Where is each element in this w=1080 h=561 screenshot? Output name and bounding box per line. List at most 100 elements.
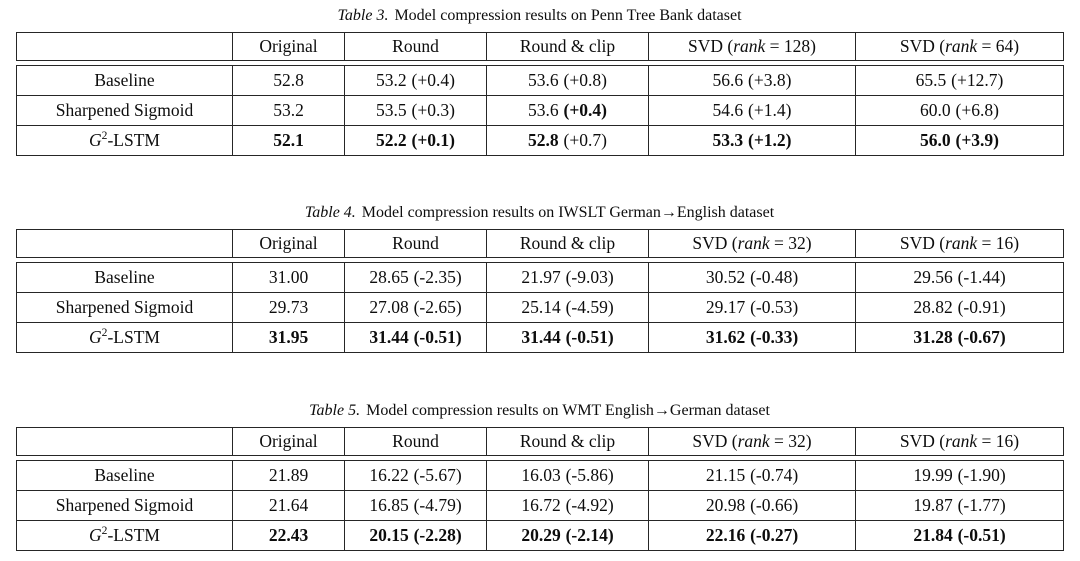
col-header-original: Original	[232, 229, 345, 258]
col-header-svd-16: SVD (rank = 16)	[855, 427, 1064, 456]
table-5-section: Table 5. Model compression results on WMT…	[16, 401, 1064, 551]
g2-suffix: -LSTM	[107, 327, 160, 347]
col-header-round-clip: Round & clip	[486, 427, 649, 456]
cell-value: 20.15	[369, 525, 409, 545]
cell-value: 20.29	[521, 525, 561, 545]
g2-superscript: 2	[101, 327, 108, 340]
cell-delta: (-0.74)	[750, 465, 799, 485]
cell-value: 31.44	[521, 327, 561, 347]
cell-value: 21.89	[268, 465, 309, 485]
cell-value: 21.15	[705, 465, 746, 485]
svd-suffix: = 128)	[765, 36, 816, 56]
table-cell: 53.5 (+0.3)	[344, 95, 487, 126]
cell-delta: (+0.4)	[411, 70, 455, 90]
table-cell: 52.1	[232, 125, 345, 156]
table-4-caption: Table 4. Model compression results on IWS…	[16, 203, 1063, 223]
col-header-round: Round	[344, 229, 487, 258]
table-5: Original Round Round & clip SVD (rank = …	[16, 427, 1064, 551]
svd-suffix: = 64)	[977, 36, 1020, 56]
table-cell: 20.29 (-2.14)	[486, 520, 649, 551]
cell-delta: (-4.79)	[413, 495, 462, 515]
col-header-svd-64: SVD (rank = 64)	[855, 32, 1064, 61]
table-cell: 21.84 (-0.51)	[855, 520, 1064, 551]
table-row-sharpened-sigmoid: Sharpened Sigmoid 53.2 53.5 (+0.3) 53.6 (+…	[16, 95, 1064, 126]
table-cell: 54.6 (+1.4)	[648, 95, 856, 126]
rank-italic: rank	[733, 36, 766, 56]
row-label: Baseline	[16, 65, 233, 96]
col-header-empty	[16, 229, 233, 258]
cell-value: 53.6	[527, 100, 559, 120]
table-row-baseline: Baseline 52.8 53.2 (+0.4) 53.6 (+0.8) 56.6…	[16, 65, 1064, 96]
cell-value: 16.72	[521, 495, 561, 515]
table-cell: 56.0 (+3.9)	[855, 125, 1064, 156]
cell-delta: (+3.8)	[748, 70, 792, 90]
table-row-sharpened-sigmoid: Sharpened Sigmoid 29.73 27.08 (-2.65) 25.…	[16, 292, 1064, 323]
table-cell: 16.03 (-5.86)	[486, 460, 649, 491]
table-cell: 31.62 (-0.33)	[648, 322, 856, 353]
table-cell: 65.5 (+12.7)	[855, 65, 1064, 96]
table-cell: 53.3 (+1.2)	[648, 125, 856, 156]
cell-value: 52.1	[273, 130, 304, 150]
cell-value: 29.73	[268, 297, 309, 317]
col-header-svd-32: SVD (rank = 32)	[648, 427, 856, 456]
cell-value: 27.08	[369, 297, 409, 317]
cell-value: 21.84	[913, 525, 953, 545]
svd-prefix: SVD (	[692, 431, 738, 451]
table-3-caption: Table 3. Model compression results on Pen…	[16, 6, 1063, 26]
col-header-empty	[16, 32, 233, 61]
table-cell: 53.2 (+0.4)	[344, 65, 487, 96]
cell-delta: (-0.51)	[957, 525, 1006, 545]
cell-value: 53.2	[273, 100, 304, 120]
col-header-original: Original	[232, 427, 345, 456]
row-label: Baseline	[16, 460, 233, 491]
table-cell: 16.72 (-4.92)	[486, 490, 649, 521]
table-cell: 28.82 (-0.91)	[855, 292, 1064, 323]
cell-value: 31.28	[913, 327, 953, 347]
col-header-round-clip: Round & clip	[486, 32, 649, 61]
table-cell: 52.8 (+0.7)	[486, 125, 649, 156]
cell-value: 16.03	[521, 465, 561, 485]
cell-value: 21.64	[268, 495, 309, 515]
cell-value: 65.5	[915, 70, 947, 90]
cell-delta: (-0.27)	[750, 525, 799, 545]
cell-delta: (-5.67)	[413, 465, 462, 485]
cell-delta: (+3.9)	[955, 130, 1000, 150]
header-row: Original Round Round & clip SVD (rank = …	[16, 427, 1064, 456]
cell-value: 52.2	[375, 130, 407, 150]
cell-value: 53.6	[528, 70, 559, 90]
cell-delta: (-4.59)	[565, 297, 614, 317]
svd-suffix: = 16)	[977, 233, 1020, 253]
row-label-g2-lstm: G2-LSTM	[16, 520, 233, 551]
g2-superscript: 2	[101, 525, 108, 538]
row-label: Sharpened Sigmoid	[16, 95, 233, 126]
cell-value: 29.56	[913, 267, 953, 287]
g2-suffix: -LSTM	[107, 525, 160, 545]
row-label-g2-lstm: G2-LSTM	[16, 125, 233, 156]
svd-suffix: = 32)	[769, 431, 812, 451]
table-cell: 53.6 (+0.8)	[486, 65, 649, 96]
table-cell: 16.85 (-4.79)	[344, 490, 487, 521]
cell-delta: (+0.7)	[563, 130, 607, 150]
g2-letter: G	[89, 130, 102, 150]
table-cell: 20.15 (-2.28)	[344, 520, 487, 551]
cell-delta: (-2.14)	[565, 525, 614, 545]
cell-delta: (-0.91)	[957, 297, 1006, 317]
cell-value: 31.62	[705, 327, 746, 347]
table-4-section: Table 4. Model compression results on IWS…	[16, 203, 1064, 353]
caption-label: Table 5.	[309, 402, 361, 419]
svd-suffix: = 32)	[769, 233, 812, 253]
col-header-svd-16: SVD (rank = 16)	[855, 229, 1064, 258]
table-3-section: Table 3. Model compression results on Pen…	[16, 6, 1064, 156]
g2-letter: G	[89, 327, 102, 347]
g2-superscript: 2	[101, 130, 108, 143]
table-cell: 29.56 (-1.44)	[855, 262, 1064, 293]
rank-italic: rank	[945, 36, 978, 56]
cell-delta: (-0.67)	[957, 327, 1006, 347]
table-cell: 27.08 (-2.65)	[344, 292, 487, 323]
table-cell: 16.22 (-5.67)	[344, 460, 487, 491]
table-cell: 19.87 (-1.77)	[855, 490, 1064, 521]
cell-value: 22.16	[705, 525, 746, 545]
cell-value: 20.98	[705, 495, 746, 515]
cell-delta: (+12.7)	[951, 70, 1004, 90]
